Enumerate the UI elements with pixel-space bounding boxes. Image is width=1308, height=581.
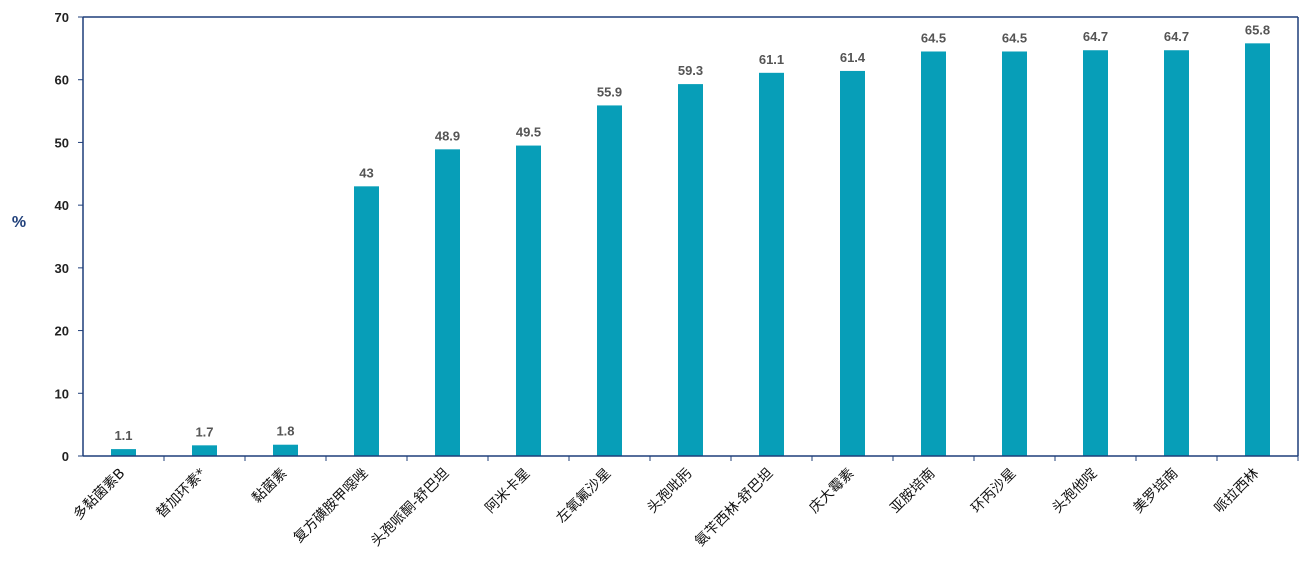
data-label: 48.9 bbox=[435, 128, 460, 143]
data-label: 1.7 bbox=[195, 424, 213, 439]
y-tick-label: 60 bbox=[55, 73, 69, 88]
y-tick-label: 70 bbox=[55, 10, 69, 25]
data-label: 49.5 bbox=[516, 125, 541, 140]
bar bbox=[1083, 50, 1108, 456]
y-tick-label: 20 bbox=[55, 324, 69, 339]
x-tick-label: 头孢哌酮-舒巴坦 bbox=[367, 465, 452, 550]
bar bbox=[435, 149, 460, 456]
data-label: 65.8 bbox=[1245, 22, 1270, 37]
bar bbox=[678, 84, 703, 457]
bar bbox=[354, 186, 379, 457]
bar bbox=[759, 72, 784, 457]
x-tick-label: 头孢吡肟 bbox=[644, 466, 695, 517]
x-tick-label: 哌拉西林 bbox=[1211, 465, 1263, 517]
data-label: 1.1 bbox=[114, 428, 132, 443]
bar bbox=[1002, 51, 1027, 456]
data-label: 43 bbox=[359, 165, 373, 180]
data-label: 1.8 bbox=[276, 424, 294, 439]
x-tick-label: 氨苄西林-舒巴坦 bbox=[692, 466, 776, 550]
data-label: 64.7 bbox=[1083, 29, 1108, 44]
bar bbox=[1245, 43, 1270, 457]
x-tick-label: 庆大霉素 bbox=[806, 466, 857, 517]
x-tick-label: 左氧氟沙星 bbox=[554, 466, 615, 527]
data-label: 64.5 bbox=[921, 30, 946, 45]
bar bbox=[840, 70, 865, 456]
x-tick-label: 头孢他啶 bbox=[1049, 466, 1100, 517]
data-label: 61.1 bbox=[759, 52, 784, 67]
y-tick-label: 50 bbox=[55, 135, 69, 150]
x-tick-label: 黏菌素 bbox=[249, 466, 290, 507]
bar bbox=[111, 449, 136, 456]
y-axis-label: % bbox=[12, 214, 26, 231]
x-tick-label: 环丙沙星 bbox=[968, 466, 1019, 517]
x-tick-label: 阿米卡星 bbox=[482, 466, 533, 517]
x-tick-label: 美罗培南 bbox=[1130, 466, 1181, 517]
data-label: 61.4 bbox=[840, 50, 866, 65]
x-tick-label: 替加环素* bbox=[153, 466, 209, 522]
bar bbox=[192, 445, 217, 456]
bar bbox=[1164, 50, 1189, 456]
data-label: 64.7 bbox=[1164, 29, 1189, 44]
y-tick-label: 10 bbox=[55, 386, 69, 401]
bars bbox=[111, 43, 1270, 457]
x-tick-label: 复方磺胺甲噁唑 bbox=[290, 465, 371, 546]
data-label: 59.3 bbox=[678, 63, 703, 78]
bar bbox=[597, 105, 622, 457]
y-axis-ticks: 0 10 20 30 40 50 60 70 bbox=[55, 10, 83, 464]
axes bbox=[82, 16, 1299, 457]
bar bbox=[921, 51, 946, 456]
bar bbox=[273, 444, 298, 456]
x-tick-label: 亚胺培南 bbox=[887, 466, 938, 517]
data-label: 64.5 bbox=[1002, 30, 1027, 45]
data-labels: 1.1 1.7 1.8 43 48.9 49.5 55.9 59.3 61.1 61.4 64.5 6… bbox=[114, 22, 1270, 443]
bar bbox=[516, 145, 541, 457]
y-tick-label: 40 bbox=[55, 198, 69, 213]
data-label: 55.9 bbox=[597, 84, 622, 99]
x-tick-label: 多黏菌素B bbox=[70, 465, 128, 523]
y-tick-label: 30 bbox=[55, 261, 69, 276]
y-tick-label: 0 bbox=[62, 449, 69, 464]
